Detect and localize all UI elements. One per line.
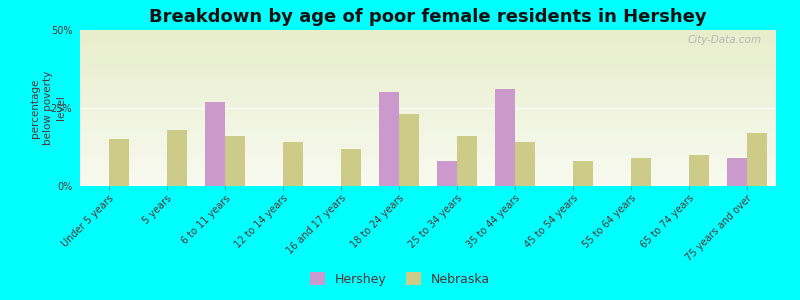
Bar [689,155,710,186]
Bar [205,102,225,186]
Bar [341,148,362,186]
Bar [515,142,535,186]
Legend: Hershey, Nebraska: Hershey, Nebraska [305,267,495,291]
Bar [283,142,303,186]
Bar [378,92,399,186]
Y-axis label: percentage
below poverty
level: percentage below poverty level [30,71,66,145]
Bar [167,130,187,186]
Bar [399,114,419,186]
Bar [437,161,457,186]
Bar [726,158,747,186]
Bar [747,133,767,186]
Bar [494,89,515,186]
Bar [457,136,478,186]
Text: City-Data.com: City-Data.com [688,35,762,45]
Bar [631,158,651,186]
Title: Breakdown by age of poor female residents in Hershey: Breakdown by age of poor female resident… [149,8,707,26]
Bar [225,136,246,186]
Bar [573,161,594,186]
Bar [109,139,130,186]
